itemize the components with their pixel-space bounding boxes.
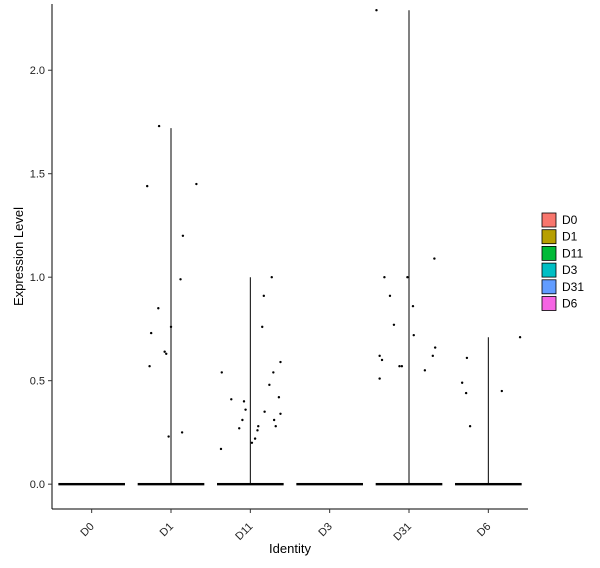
data-point xyxy=(256,429,259,432)
data-point xyxy=(388,294,392,298)
data-point xyxy=(279,412,282,415)
data-point xyxy=(433,346,437,349)
legend-label-d6: D6 xyxy=(562,297,578,311)
data-point xyxy=(400,364,404,368)
x-tick-label: D3 xyxy=(316,521,334,539)
data-point xyxy=(423,369,427,372)
data-point xyxy=(279,360,282,364)
data-point xyxy=(465,356,469,360)
data-point xyxy=(261,325,264,329)
data-point xyxy=(220,371,223,374)
y-tick-label: 0.0 xyxy=(30,479,45,491)
violin-base-d3 xyxy=(296,482,363,486)
data-point xyxy=(250,441,254,444)
data-point xyxy=(277,396,281,399)
data-point xyxy=(392,323,396,326)
legend-label-d11: D11 xyxy=(562,246,583,260)
data-point xyxy=(380,358,384,362)
y-axis-title: Expression Level xyxy=(11,207,26,306)
y-tick-label: 1.0 xyxy=(30,272,45,284)
data-point xyxy=(268,383,271,387)
data-point xyxy=(163,350,166,353)
legend-swatch-d11 xyxy=(541,245,557,261)
data-point xyxy=(179,278,182,281)
legend-swatch-d1 xyxy=(541,229,557,245)
data-point xyxy=(464,391,468,395)
x-tick-label: D31 xyxy=(391,521,414,544)
data-point xyxy=(411,304,415,308)
data-point xyxy=(263,410,266,413)
data-point xyxy=(149,331,153,335)
data-point xyxy=(378,377,381,380)
legend-swatch-d0 xyxy=(541,212,557,228)
data-point xyxy=(244,408,247,411)
data-point xyxy=(406,275,409,279)
data-point xyxy=(180,431,184,434)
legend-label-d3: D3 xyxy=(562,263,578,277)
data-point xyxy=(241,418,244,422)
legend-label-d1: D1 xyxy=(562,230,578,244)
data-point xyxy=(242,400,246,403)
data-point xyxy=(146,184,149,188)
data-point xyxy=(169,325,173,329)
data-point xyxy=(165,352,168,355)
x-tick-label: D6 xyxy=(475,521,493,539)
legend-label-d0: D0 xyxy=(562,213,578,227)
y-tick-label: 1.5 xyxy=(30,169,45,181)
data-point xyxy=(274,425,277,428)
legend-label-d31: D31 xyxy=(562,280,584,294)
legend-swatch-d31 xyxy=(541,279,557,295)
data-point xyxy=(383,275,386,279)
data-point xyxy=(257,425,260,428)
data-point xyxy=(181,234,185,238)
violin-base-d0 xyxy=(58,482,125,486)
data-point xyxy=(195,182,198,186)
x-axis-title: Identity xyxy=(269,541,311,556)
x-tick-label: D11 xyxy=(233,521,255,543)
data-point xyxy=(412,333,415,337)
data-point xyxy=(157,307,160,310)
data-point xyxy=(378,354,381,358)
data-point xyxy=(219,447,223,451)
legend-swatch-d3 xyxy=(541,262,557,278)
data-point xyxy=(167,435,170,438)
data-point xyxy=(238,427,241,430)
data-point xyxy=(460,381,464,384)
x-tick-label: D1 xyxy=(158,521,176,539)
data-point xyxy=(272,371,275,374)
data-point xyxy=(398,364,401,368)
data-point xyxy=(253,437,257,440)
data-point xyxy=(270,275,273,279)
data-point xyxy=(157,124,161,128)
data-point xyxy=(468,425,472,428)
data-point xyxy=(500,389,504,393)
y-tick-label: 0.5 xyxy=(30,376,45,388)
data-point xyxy=(148,364,151,368)
data-point xyxy=(518,336,522,339)
data-point xyxy=(272,418,276,422)
data-point xyxy=(262,294,266,298)
data-point xyxy=(433,257,436,260)
legend-swatch-d6 xyxy=(541,296,557,311)
data-point xyxy=(431,354,434,358)
data-point xyxy=(230,398,233,401)
y-tick-label: 2.0 xyxy=(30,65,45,77)
x-tick-label: D0 xyxy=(78,521,96,539)
data-point xyxy=(375,9,378,12)
